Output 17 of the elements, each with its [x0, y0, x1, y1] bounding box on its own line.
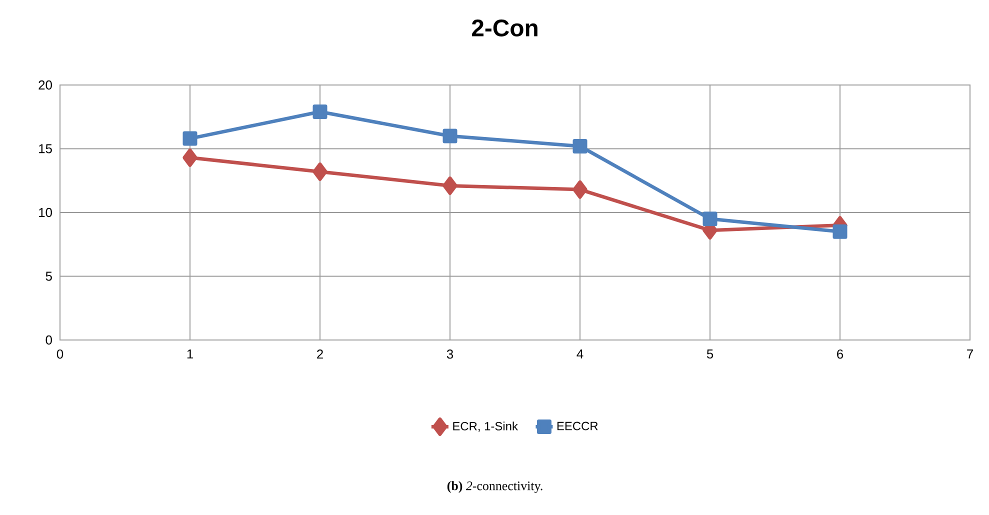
y-tick-label: 15 — [39, 144, 52, 154]
text: (b) 2-connectivity. — [447, 481, 542, 493]
y-tick-label: 5 — [46, 272, 52, 281]
y-tick-label: 0 — [46, 335, 52, 345]
x-tick-label: 5 — [706, 350, 714, 359]
x-tick-label: 4 — [576, 350, 584, 358]
x-tick-label: 3 — [446, 350, 454, 359]
legend-label: EECCR — [557, 422, 598, 430]
chart-title: 2-Con — [472, 20, 538, 36]
x-tick-label: 0 — [56, 350, 64, 359]
x-tick-label: 2 — [317, 350, 323, 359]
x-tick-label: 7 — [967, 350, 973, 358]
y-tick-label: 20 — [38, 80, 52, 90]
legend-label: ECR, 1-Sink — [453, 422, 518, 432]
x-tick-label: 6 — [837, 350, 844, 359]
x-tick-label: 1 — [187, 350, 193, 358]
y-tick-label: 10 — [39, 208, 52, 218]
